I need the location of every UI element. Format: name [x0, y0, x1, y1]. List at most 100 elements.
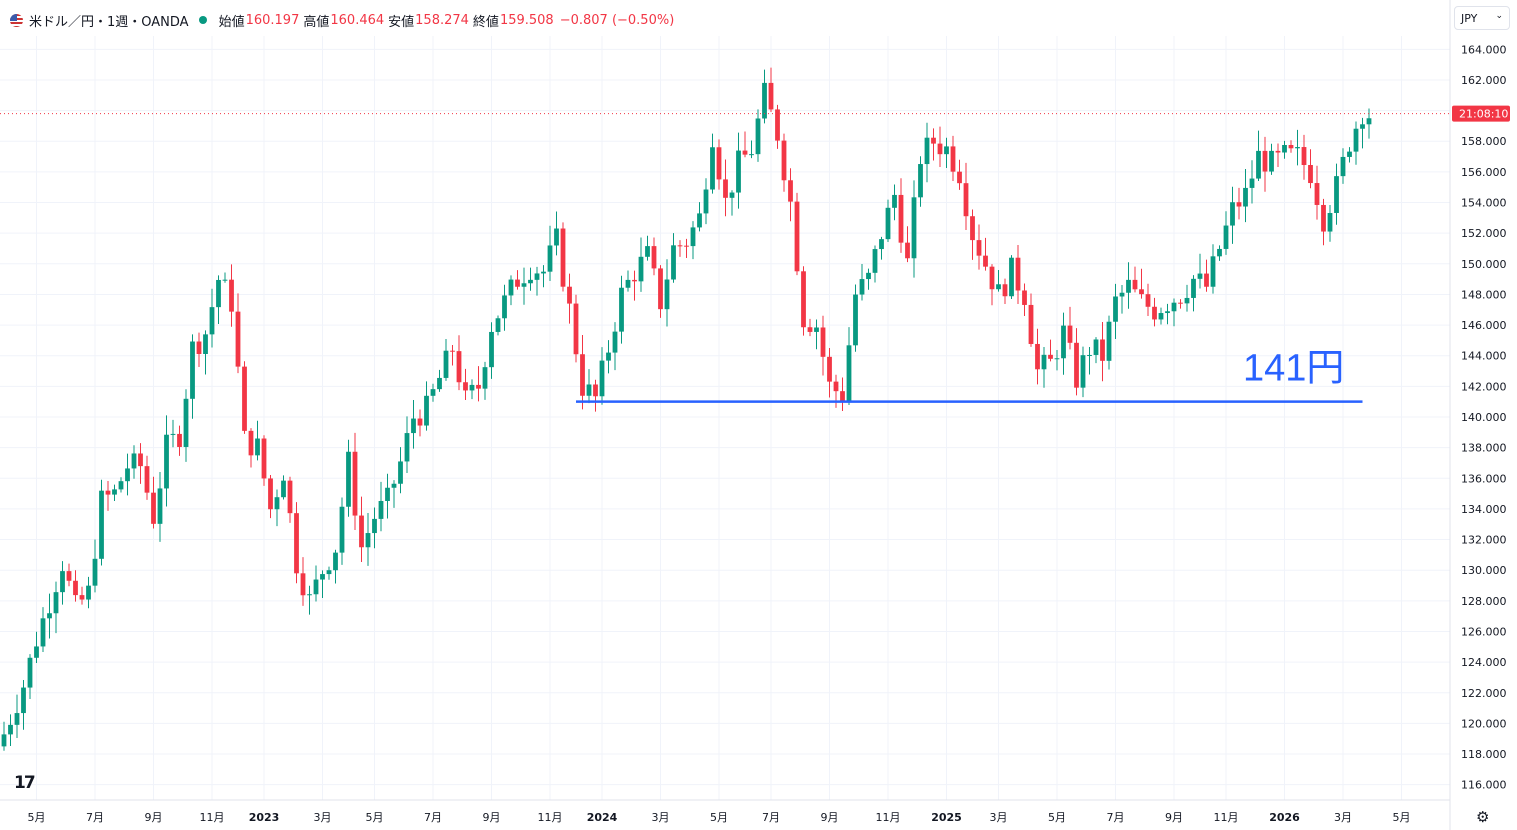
candle-body [1275, 150, 1281, 153]
candle-body [807, 327, 813, 332]
candle-body [521, 283, 527, 287]
high-label: 高値 [303, 14, 330, 30]
x-tick-label: 11月 [200, 811, 225, 824]
candle-body [190, 341, 195, 399]
x-tick-label: 11月 [538, 811, 563, 824]
candle-body [911, 197, 917, 259]
candle-body [183, 398, 189, 447]
candle-body [671, 245, 676, 280]
candle-body [21, 687, 26, 714]
candle-body [658, 268, 663, 310]
candle-body [261, 438, 267, 479]
candle-body [872, 249, 878, 273]
candle-body [820, 327, 826, 357]
candle-body [313, 579, 319, 595]
chart-grid [0, 36, 1450, 800]
candle-body [950, 146, 956, 172]
candle-body [827, 356, 832, 382]
y-tick-label: 126.000 [1461, 625, 1507, 638]
x-tick-label: 5月 [1393, 811, 1411, 824]
gear-icon[interactable]: ⚙ [1476, 808, 1490, 826]
x-tick-label: 11月 [876, 811, 901, 824]
candle-body [73, 580, 78, 596]
candle-body [515, 279, 520, 287]
candle-body [242, 366, 247, 431]
candle-body [229, 279, 234, 312]
candle-body [489, 331, 494, 368]
y-tick-label: 130.000 [1461, 564, 1507, 577]
candle-body [859, 279, 865, 295]
currency-selector[interactable]: JPY ⌄ [1454, 6, 1510, 30]
candle-body [196, 341, 202, 354]
candle-body [437, 377, 442, 390]
candle-body [118, 481, 124, 490]
candle-body [1282, 145, 1287, 153]
candle-body [346, 451, 351, 507]
candle-body [710, 147, 715, 190]
candle-body [1197, 273, 1203, 279]
candle-body [307, 594, 312, 596]
candle-body [216, 279, 221, 308]
tradingview-logo-icon[interactable]: 17 [14, 773, 36, 793]
candle-body [417, 418, 423, 426]
y-tick-label: 158.000 [1461, 135, 1507, 148]
close-value: 159.508 [499, 12, 554, 28]
candle-body [625, 279, 631, 288]
countdown-text: 21:08:10 [1459, 108, 1508, 121]
candle-body [1061, 325, 1066, 359]
candle-body [1321, 204, 1326, 232]
candle-body [1132, 279, 1138, 290]
y-tick-label: 120.000 [1461, 717, 1507, 730]
candle-body [1113, 296, 1118, 322]
candle-body [1249, 178, 1255, 188]
y-tick-label: 142.000 [1461, 380, 1507, 393]
y-tick-label: 150.000 [1461, 258, 1507, 271]
time-axis[interactable]: 5月 7月 9月 11月 2023 3月 5月 7月 9月 11月 2024 3月 5月 7月 9月 11月 2… [28, 811, 1411, 824]
candle-body [222, 279, 228, 281]
candle-body [833, 381, 839, 392]
candle-body [963, 183, 969, 217]
y-tick-label: 144.000 [1461, 350, 1507, 363]
candle-body [235, 311, 241, 367]
candle-body [1262, 150, 1268, 172]
candle-body [801, 271, 806, 328]
candle-body [508, 279, 514, 296]
candle-body [534, 273, 540, 280]
candle-body [112, 489, 117, 495]
candle-body [885, 207, 891, 240]
candle-body [424, 395, 429, 426]
y-tick-label: 140.000 [1461, 411, 1507, 424]
candle-body [762, 82, 767, 119]
candle-body [105, 490, 111, 495]
candle-body [794, 201, 800, 272]
candle-body [287, 480, 293, 514]
market-status-dot [198, 16, 207, 24]
candle-body [27, 657, 33, 688]
y-tick-label: 122.000 [1461, 687, 1507, 700]
candle-body [1288, 145, 1294, 149]
candle-body [918, 164, 923, 198]
candle-body [1314, 183, 1320, 205]
last-price-marker: 21:08:10 [1452, 105, 1510, 122]
high-value: 160.464 [330, 12, 385, 28]
candle-body [1145, 294, 1151, 307]
candle-body [846, 345, 852, 401]
candle-body [359, 515, 364, 548]
candle-body [469, 384, 475, 391]
candle-body [1067, 325, 1073, 343]
x-tick-label: 3月 [990, 811, 1008, 824]
candle-body [1217, 248, 1222, 257]
symbol-title[interactable]: 米ドル／円・1週・OANDA [29, 14, 189, 30]
candle-body [996, 284, 1001, 290]
candle-body [1236, 202, 1242, 207]
candle-body [138, 453, 143, 467]
candle-body [14, 713, 20, 725]
candle-body [651, 246, 657, 269]
candle-body [502, 295, 507, 319]
candle-body [814, 327, 819, 332]
y-tick-label: 146.000 [1461, 319, 1507, 332]
candle-body [567, 286, 572, 304]
candle-body [723, 179, 728, 198]
